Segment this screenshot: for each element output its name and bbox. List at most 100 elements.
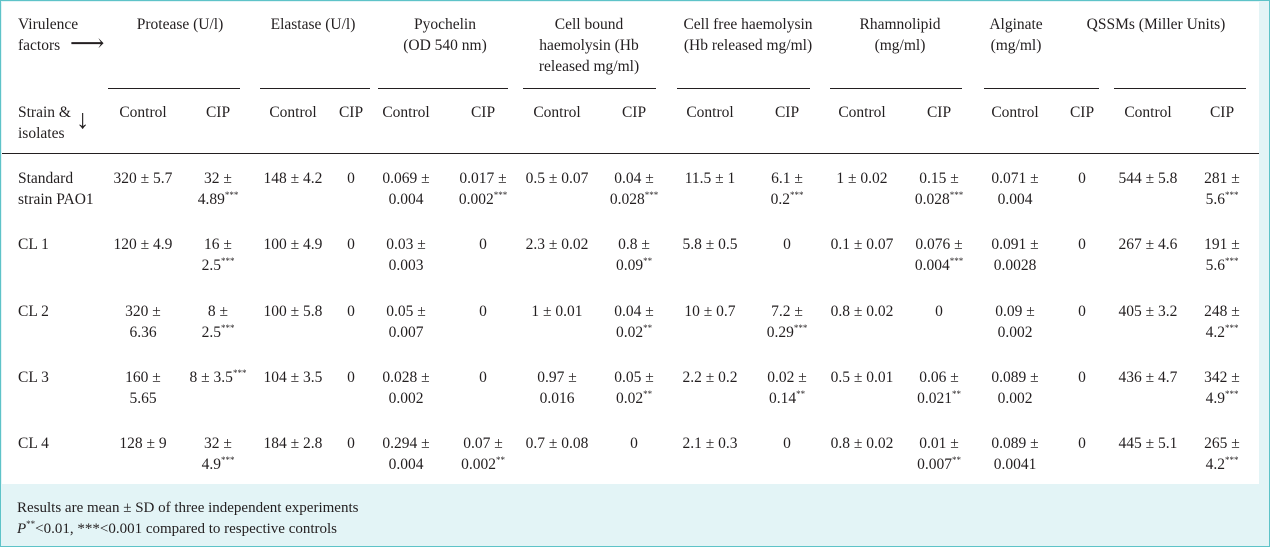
table-cell: 184 ± 2.8 [263,435,323,452]
table-cell: 0 [630,435,638,452]
table-cell: 445 ± 5.1 [1118,435,1178,452]
table-cell: 0.028 ± [382,369,430,386]
cip-header: CIP [205,104,231,121]
table-cell: 6.1 ± [771,170,803,187]
factor-header: released mg/ml) [538,58,640,75]
row-label: CL 1 [18,236,49,253]
factor-header: (Hb released mg/ml) [683,37,813,54]
table-cell: 0 [1078,369,1086,386]
table-cell: 5.65 [129,390,157,407]
table-cell: 100 ± 5.8 [263,303,323,320]
corner-top-line1: Virulence [18,16,79,33]
control-header: Control [838,104,886,121]
table-cell: 0.028*** [609,190,659,209]
table-cell: 0.021** [917,389,961,408]
table-cell: 0 [347,236,355,253]
cip-header: CIP [774,104,800,121]
table-cell: 0.294 ± [382,435,430,452]
table-cell: 1 ± 0.02 [836,170,888,187]
table-cell: 0.02** [615,389,653,408]
table-cell: 16 ± [204,236,232,253]
table-cell: 0 [347,435,355,452]
table-cell: 0.002 [388,390,424,407]
significance-stars: ** [643,389,653,399]
table-cell: 1 ± 0.01 [531,303,583,320]
table-cell: 0.076 ± [915,236,963,253]
table-cell: 320 ± 5.7 [113,170,173,187]
table-cell: 0.002 [997,324,1033,341]
table-cell: 0 [783,435,791,452]
header-rule-rhamnolipid [830,88,962,89]
significance-stars: *** [220,323,235,333]
significance-stars: ** [643,256,653,266]
significance-stars: ** [495,455,505,465]
table-cell: 120 ± 4.9 [113,236,173,253]
table-cell: 0 [347,170,355,187]
table-cell: 0 [347,303,355,320]
factor-header: (mg/ml) [874,37,926,54]
row-label: CL 4 [18,435,49,452]
significance-stars: ** [643,323,653,333]
table-cell: 436 ± 4.7 [1118,369,1178,386]
corner-top-line2: factors [18,37,61,54]
table-cell: 0 [479,236,487,253]
table-cell: 0 [479,303,487,320]
table-cell: 0 [1078,170,1086,187]
control-header: Control [991,104,1039,121]
cip-header: CIP [621,104,647,121]
table-cell: 191 ± [1204,236,1240,253]
significance-stars: *** [1224,190,1239,200]
table-cell: 0.5 ± 0.01 [830,369,894,386]
table-cell: 0.05 ± [614,369,654,386]
control-header: Control [533,104,581,121]
header-rule-pyochelin [378,88,508,89]
significance-stars: ** [796,389,806,399]
table-cell: 281 ± [1204,170,1240,187]
significance-stars: *** [793,323,808,333]
header-rule-protease [108,88,240,89]
footnote-p-stars: ** [26,519,36,529]
table-cell: 0.15 ± [919,170,959,187]
table-cell: 0.0041 [993,456,1037,473]
table-cell: 0.04 ± [614,170,654,187]
table-cell: 0 [1078,435,1086,452]
table-cell: 0.02** [615,323,653,342]
table-cell: 0.02 ± [767,369,807,386]
table-cell: 0.028*** [914,190,964,209]
cip-header: CIP [1069,104,1095,121]
table-cell: 4.9*** [201,455,235,474]
table-cell: 0.09 ± [995,303,1035,320]
table-cell: 0.97 ± [537,369,577,386]
table-cell: 5.6*** [1205,190,1239,209]
table-cell: 2.5*** [201,256,235,275]
footnote-p-symbol: P [17,521,27,537]
table-cell: 0.03 ± [386,236,426,253]
table-cell: 0.7 ± 0.08 [525,435,589,452]
table-cell: 0.089 ± [991,369,1039,386]
table-cell: 0 [1078,236,1086,253]
table-cell: 0.017 ± [459,170,507,187]
significance-stars: *** [789,190,804,200]
table-cell: 0.003 [388,257,424,274]
table-cell: 7.2 ± [771,303,803,320]
table-cell: 267 ± 4.6 [1118,236,1178,253]
table-cell: 0.5 ± 0.07 [525,170,589,187]
table-cell: 8 ± 3.5*** [189,368,247,387]
control-header: Control [382,104,430,121]
table-cell: 10 ± 0.7 [684,303,736,320]
table-cell: 0.002** [461,455,505,474]
table-cell: 0.01 ± [919,435,959,452]
table-cell: 0.004*** [914,256,964,275]
table-cell: 544 ± 5.8 [1118,170,1178,187]
significance-stars: *** [232,368,247,378]
significance-stars: *** [949,256,964,266]
table-cell: 0.071 ± [991,170,1039,187]
table-cell: 0.007** [917,455,961,474]
table-cell: 0.004 [388,191,424,208]
table-cell: 0.091 ± [991,236,1039,253]
footnote-1: Results are mean ± SD of three independe… [17,500,359,516]
table-cell: 8 ± [207,303,229,320]
header-rule-elastase [260,88,370,89]
table-cell: 0 [347,369,355,386]
